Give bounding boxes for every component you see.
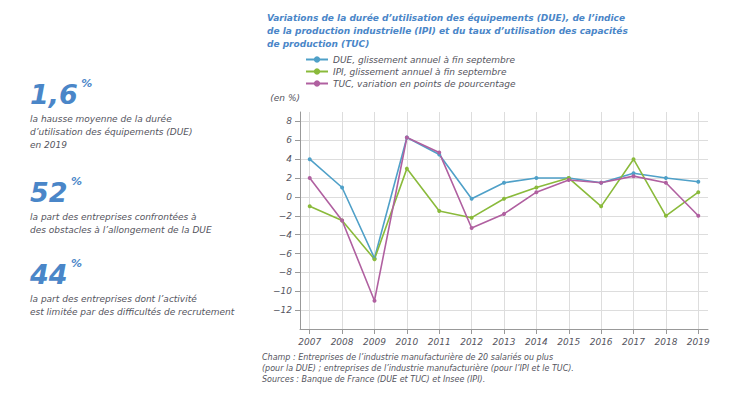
svg-text:−10: −10 (273, 286, 292, 296)
svg-text:%: % (71, 175, 82, 188)
svg-text:4: 4 (286, 154, 292, 164)
svg-text:2014: 2014 (525, 337, 548, 347)
svg-text:2013: 2013 (493, 337, 516, 347)
svg-text:2010: 2010 (395, 337, 418, 347)
svg-text:la hausse moyenne de la durée: la hausse moyenne de la durée (30, 114, 172, 124)
svg-text:2019: 2019 (687, 337, 710, 347)
svg-text:2017: 2017 (622, 337, 645, 347)
svg-text:%: % (71, 257, 82, 270)
svg-text:la part des entreprises confro: la part des entreprises confrontées à (30, 212, 197, 222)
svg-text:%: % (81, 77, 92, 90)
svg-text:6: 6 (286, 135, 292, 145)
svg-text:2015: 2015 (557, 337, 580, 347)
svg-text:2: 2 (286, 173, 292, 183)
svg-text:8: 8 (286, 116, 292, 126)
svg-text:−4: −4 (279, 230, 293, 240)
svg-text:2012: 2012 (460, 337, 483, 347)
svg-text:DUE, glissement annuel à fin s: DUE, glissement annuel à fin septembre (333, 55, 515, 65)
svg-text:2009: 2009 (363, 337, 386, 347)
svg-text:Variations de la durée d’utili: Variations de la durée d’utilisation des… (267, 13, 625, 23)
svg-text:44: 44 (29, 259, 68, 290)
svg-text:est limitée par des difficulté: est limitée par des difficultés de recru… (30, 307, 235, 317)
svg-text:IPI, glissement annuel à fin s: IPI, glissement annuel à fin septembre (333, 67, 507, 77)
svg-text:(en %): (en %) (270, 93, 300, 103)
svg-text:−12: −12 (273, 305, 292, 315)
svg-text:Champ : Entreprises de l’indus: Champ : Entreprises de l’industrie manuf… (262, 352, 553, 362)
svg-text:52: 52 (30, 177, 68, 208)
svg-text:−8: −8 (279, 267, 293, 277)
svg-text:2011: 2011 (428, 337, 451, 347)
svg-text:2016: 2016 (590, 337, 613, 347)
svg-text:en 2019: en 2019 (30, 140, 67, 150)
svg-text:la part des entreprises dont l: la part des entreprises dont l’activité (30, 294, 197, 304)
svg-text:de production (TUC): de production (TUC) (267, 39, 369, 49)
svg-text:TUC, variation en points de po: TUC, variation en points de pourcentage (333, 79, 516, 89)
svg-text:(pour la DUE) ; entreprises de: (pour la DUE) ; entreprises de l’industr… (262, 363, 574, 373)
svg-text:2007: 2007 (298, 337, 321, 347)
svg-text:2018: 2018 (654, 337, 677, 347)
svg-text:2008: 2008 (331, 337, 354, 347)
svg-text:Sources : Banque de France (DU: Sources : Banque de France (DUE et TUC) … (262, 375, 485, 384)
svg-text:des obstacles à l’allongement: des obstacles à l’allongement de la DUE (30, 225, 212, 235)
svg-text:1,6: 1,6 (30, 79, 78, 110)
svg-text:de la production industrielle: de la production industrielle (IPI) et d… (267, 26, 628, 36)
svg-text:0: 0 (286, 192, 292, 202)
svg-text:d’utilisation des équipements: d’utilisation des équipements (DUE) (30, 127, 192, 137)
svg-text:−2: −2 (279, 211, 293, 221)
svg-text:−6: −6 (279, 249, 293, 259)
